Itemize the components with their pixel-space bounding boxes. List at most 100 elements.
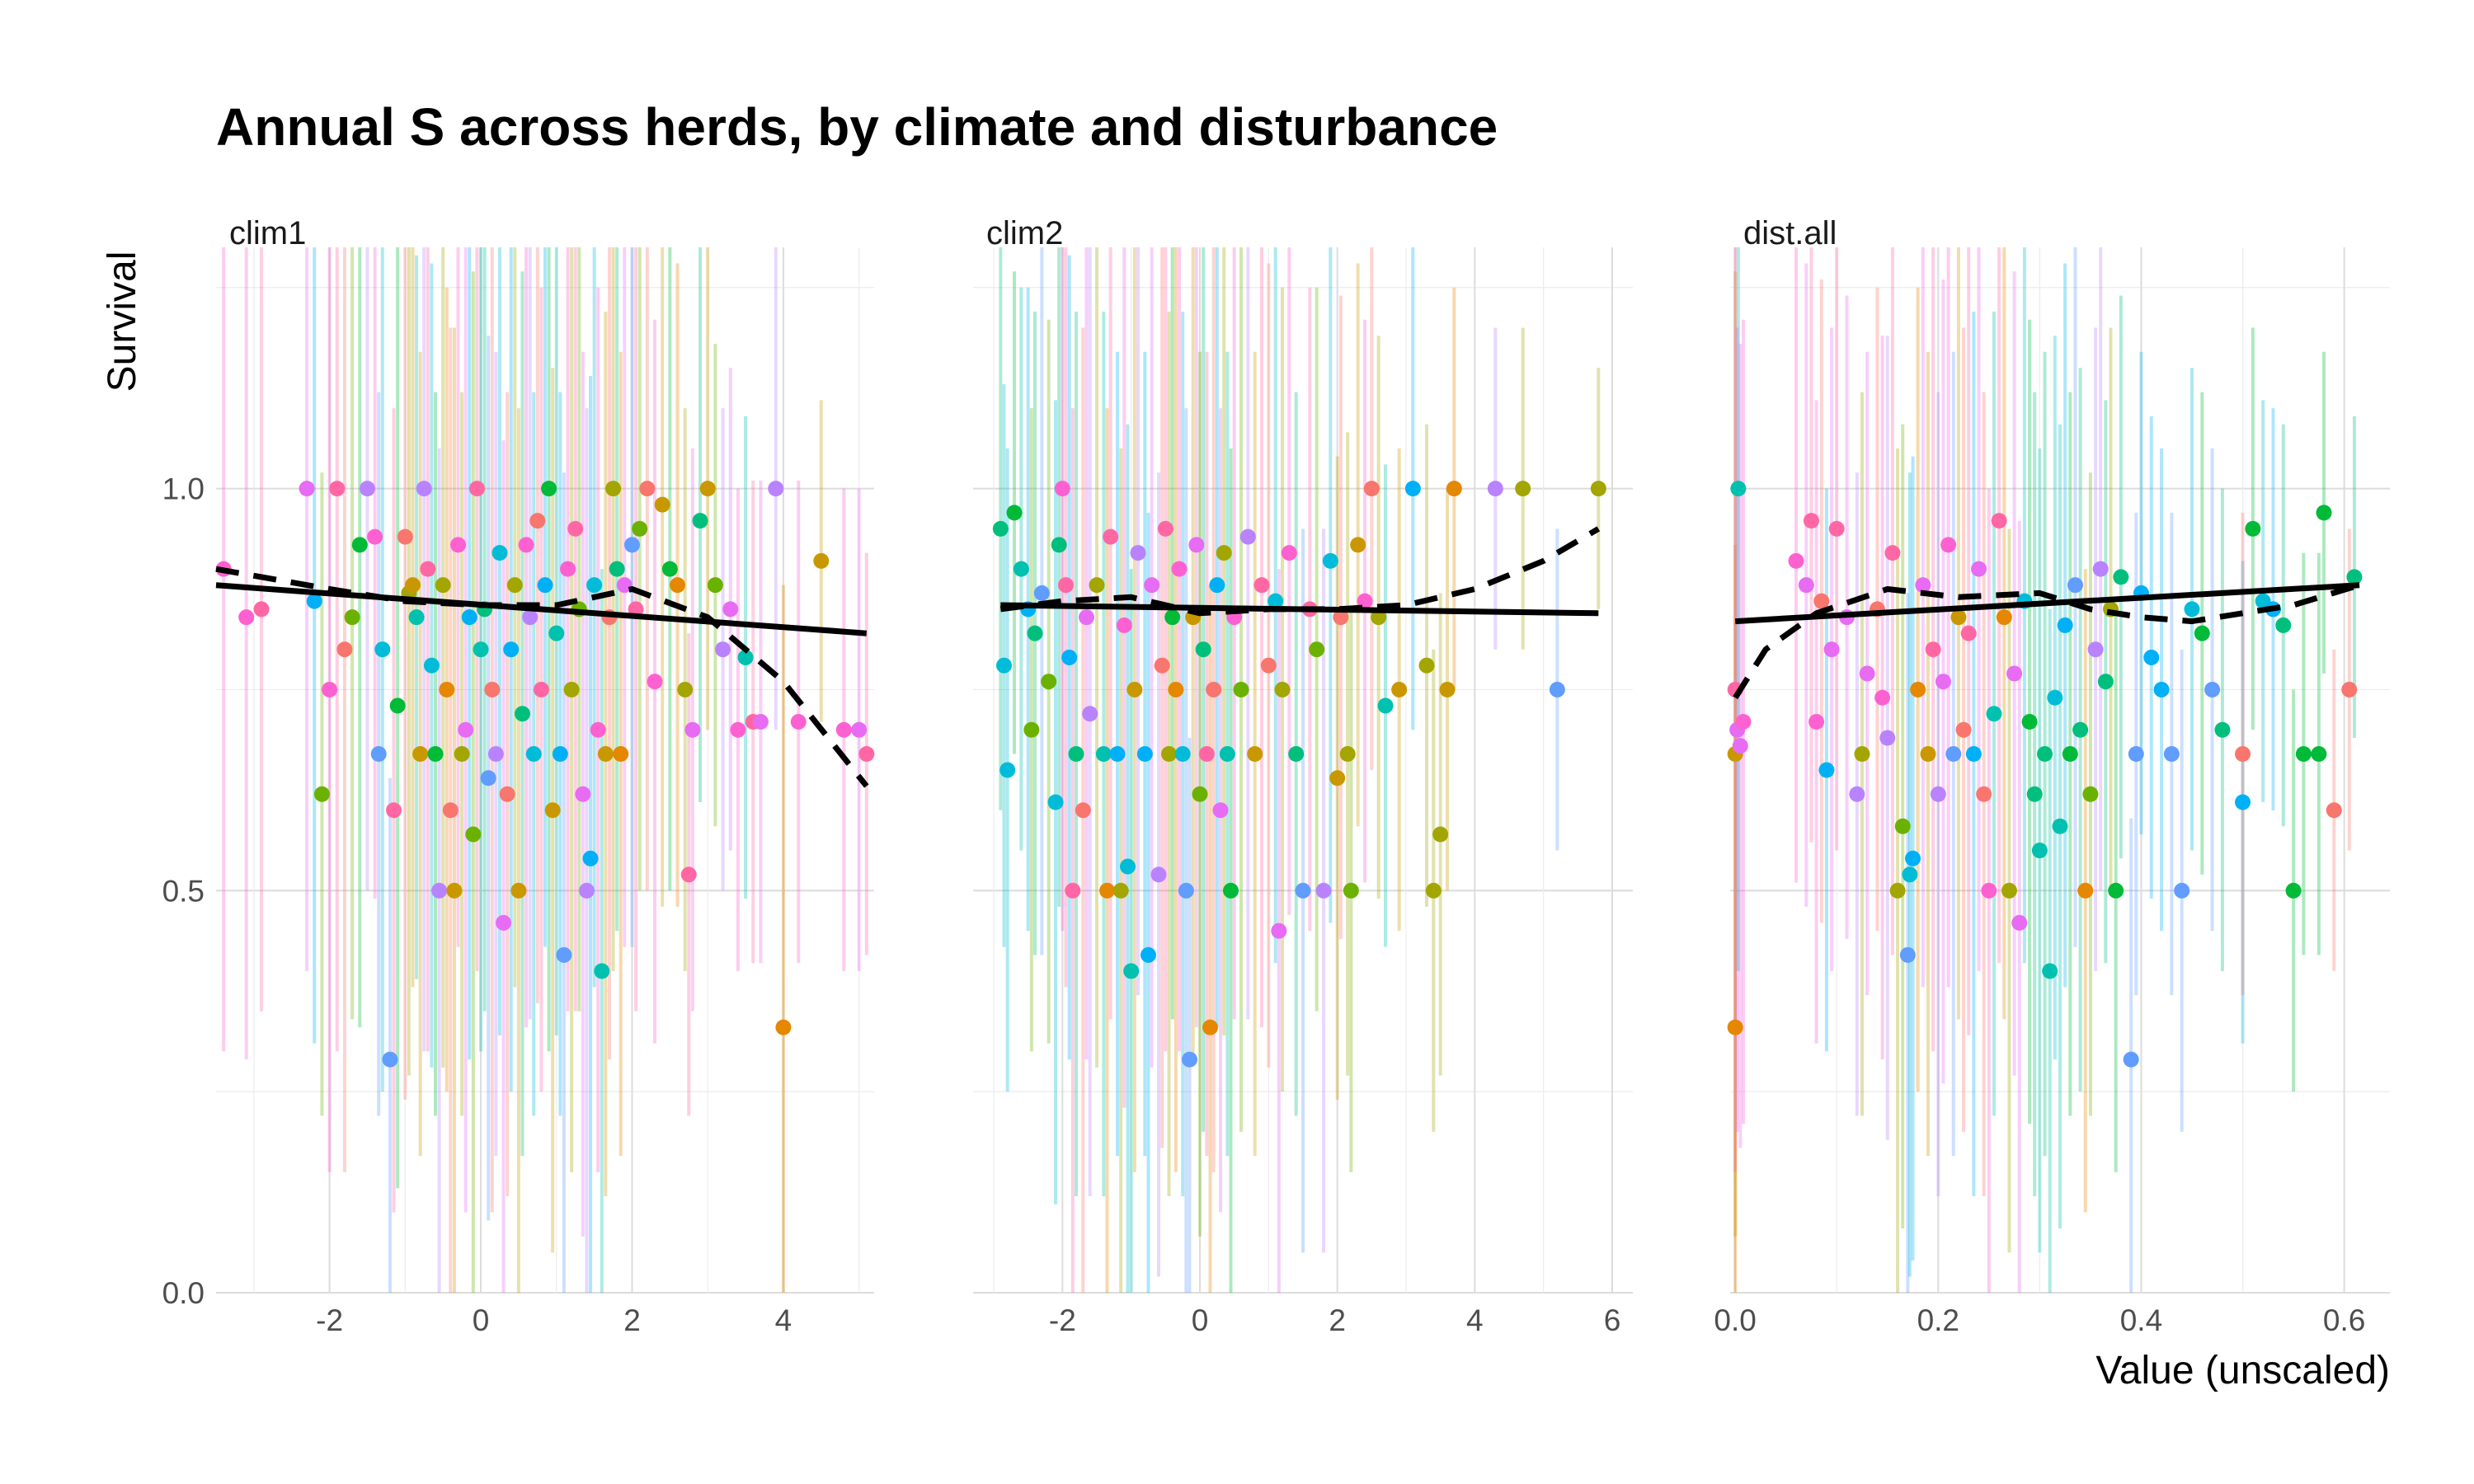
data-point [1432,826,1449,843]
data-point [2128,745,2144,762]
data-point [367,528,383,545]
data-point [790,713,807,730]
x-tick-label: 0.2 [1917,1303,1959,1337]
x-tick-label: 2 [623,1303,641,1337]
data-point [1065,882,1081,899]
data-point [563,681,580,697]
data-point [639,481,656,497]
data-point [1955,721,1972,738]
data-point [1136,745,1153,762]
data-point [1899,946,1916,963]
data-point [1986,706,2002,722]
data-point [518,537,534,553]
data-point [2011,914,2028,931]
data-point [2047,689,2063,706]
data-point [1253,577,1270,594]
data-point [2346,569,2363,585]
data-point [1879,730,1896,746]
data-point [2067,577,2083,594]
data-point [1082,706,1098,722]
y-tick-label: 1.0 [162,472,205,506]
data-point [1260,657,1277,674]
data-point [299,481,315,497]
data-point [1930,786,1946,802]
data-point [1487,481,1503,497]
x-tick-label: -2 [1049,1303,1076,1337]
data-point [1363,481,1380,497]
data-point [359,481,375,497]
data-point [1274,681,1291,697]
data-point [661,561,678,577]
data-point [404,577,421,594]
data-point [1371,609,1387,626]
data-point [578,882,595,899]
data-point [322,681,338,697]
data-point [1120,858,1136,875]
linear-fit-line [1000,602,1599,617]
data-point [680,866,697,883]
data-point [1889,882,1906,899]
data-point [2006,665,2023,682]
data-point [1047,794,1064,810]
data-point [715,641,731,658]
data-point [707,577,723,594]
data-point [2057,617,2073,633]
data-point [1144,577,1160,594]
data-point [2026,786,2043,802]
data-point [1322,552,1338,569]
data-point [1339,745,1356,762]
data-point [623,537,640,553]
data-point [1549,681,1565,697]
data-point [1141,946,1156,963]
data-point [2001,882,2017,899]
facet-strip-label: clim2 [986,215,1063,251]
data-point [2082,786,2099,802]
data-point [1223,882,1239,899]
data-point [374,641,391,658]
data-point [2077,882,2094,899]
y-axis-title: Survival [101,251,144,392]
data-point [487,745,504,762]
data-point [1823,641,1840,658]
data-point [999,762,1016,778]
data-point [699,481,716,497]
data-point [1945,745,1962,762]
x-tick-label: 0.6 [2323,1303,2365,1337]
facet-strip-label: clim1 [229,215,306,251]
data-point [1150,866,1167,883]
data-point [1219,745,1235,762]
x-tick-label: 6 [1604,1303,1621,1337]
data-point [420,561,436,577]
data-point [996,657,1012,674]
data-point [329,481,346,497]
facet-panel-dist-all: dist.all 0.0 0.2 0.4 0.6 [1714,215,2390,1337]
data-point [1095,745,1112,762]
data-point [1198,745,1215,762]
data-point [1910,681,1926,697]
data-point [684,721,701,738]
data-point [647,674,663,690]
data-point [1915,577,1931,594]
data-point [2204,681,2221,697]
data-point [1164,609,1181,626]
data-point [1884,545,1901,561]
data-point [1940,537,1957,553]
data-point [473,641,489,658]
data-point [1192,786,1208,802]
data-point [1281,545,1297,561]
data-point [616,577,633,594]
data-point [1206,681,1222,697]
data-point [442,802,459,819]
data-point [313,786,330,802]
y-tick-label: 0.5 [162,874,205,908]
data-point [1089,577,1105,594]
data-point [835,721,852,738]
data-point [2184,601,2200,618]
data-point [1818,762,1835,778]
data-point [1446,481,1462,497]
data-point [594,963,610,979]
x-tick-label: 0 [1192,1303,1209,1337]
data-point [1061,649,1078,665]
data-point [344,609,360,626]
data-point [2087,641,2104,658]
